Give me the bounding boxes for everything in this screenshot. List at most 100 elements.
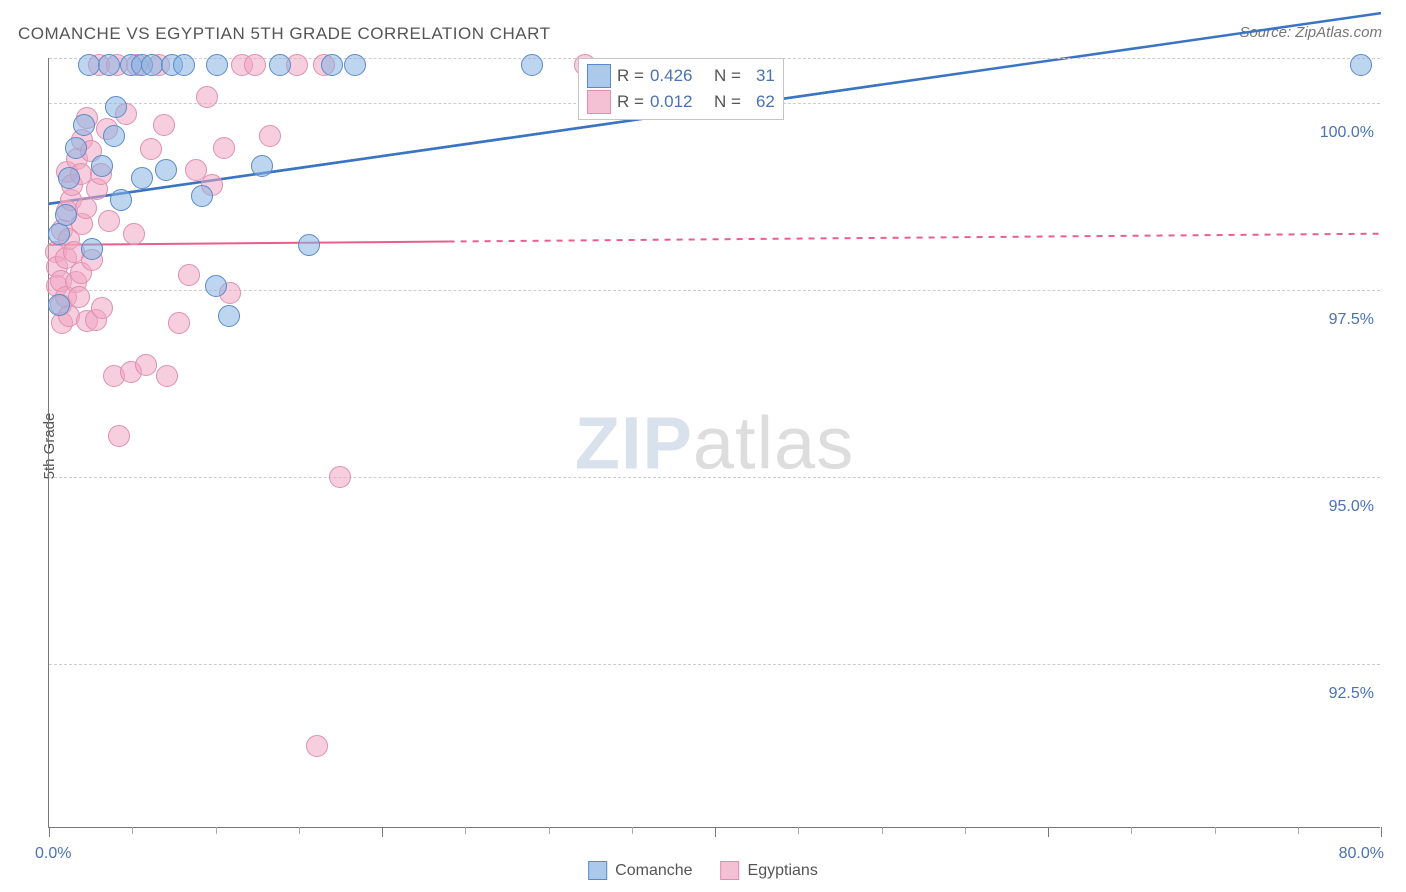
point-comanche <box>58 167 80 189</box>
point-comanche <box>105 96 127 118</box>
legend-item: Egyptians <box>721 861 818 880</box>
correlation-legend: R =0.426N =31R =0.012N =62 <box>578 58 784 120</box>
point-egyptians <box>196 86 218 108</box>
legend-r-value: 0.012 <box>650 89 708 115</box>
point-egyptians <box>153 114 175 136</box>
series-legend: Comanche Egyptians <box>588 861 818 880</box>
legend-r-value: 0.426 <box>650 63 708 89</box>
point-comanche <box>131 167 153 189</box>
point-comanche <box>191 185 213 207</box>
point-comanche <box>269 54 291 76</box>
x-tick-major <box>1381 827 1382 837</box>
legend-n-value: 31 <box>747 63 775 89</box>
legend-swatch-icon <box>588 861 607 880</box>
point-comanche <box>65 137 87 159</box>
point-comanche <box>173 54 195 76</box>
point-comanche <box>103 125 125 147</box>
point-egyptians <box>135 354 157 376</box>
point-comanche <box>78 54 100 76</box>
legend-series-label: Comanche <box>615 862 692 880</box>
trendline <box>49 242 449 245</box>
point-comanche <box>206 54 228 76</box>
point-comanche <box>344 54 366 76</box>
legend-row: R =0.012N =62 <box>587 89 775 115</box>
point-comanche <box>321 54 343 76</box>
x-tick-minor <box>216 827 217 834</box>
x-tick-minor <box>465 827 466 834</box>
legend-n-label: N = <box>714 63 741 89</box>
y-tick-label: 97.5% <box>1329 311 1384 329</box>
watermark: ZIPatlas <box>575 400 854 485</box>
watermark-atlas: atlas <box>693 401 854 484</box>
gridline-h <box>49 664 1380 665</box>
gridline-h <box>49 290 1380 291</box>
point-egyptians <box>306 735 328 757</box>
gridline-h <box>49 477 1380 478</box>
plot-area: ZIPatlas 0.0% 80.0% 92.5%95.0%97.5%100.0… <box>48 58 1380 828</box>
point-comanche <box>1350 54 1372 76</box>
chart-source: Source: ZipAtlas.com <box>1239 24 1382 41</box>
x-tick-minor <box>549 827 550 834</box>
legend-n-value: 62 <box>747 89 775 115</box>
point-comanche <box>298 234 320 256</box>
x-tick-minor <box>1215 827 1216 834</box>
point-egyptians <box>75 197 97 219</box>
x-tick-minor <box>798 827 799 834</box>
x-tick-minor <box>1298 827 1299 834</box>
x-tick-minor <box>299 827 300 834</box>
chart-title: COMANCHE VS EGYPTIAN 5TH GRADE CORRELATI… <box>18 24 551 44</box>
point-egyptians <box>108 425 130 447</box>
point-comanche <box>81 238 103 260</box>
legend-r-label: R = <box>617 63 644 89</box>
x-tick-major <box>382 827 383 837</box>
y-tick-label: 95.0% <box>1329 498 1384 516</box>
point-egyptians <box>140 138 162 160</box>
point-egyptians <box>259 125 281 147</box>
point-egyptians <box>123 223 145 245</box>
legend-row: R =0.426N =31 <box>587 63 775 89</box>
point-comanche <box>48 294 70 316</box>
point-comanche <box>48 223 70 245</box>
x-tick-minor <box>632 827 633 834</box>
x-tick-major <box>49 827 50 837</box>
point-comanche <box>110 189 132 211</box>
legend-n-label: N = <box>714 89 741 115</box>
point-comanche <box>141 54 163 76</box>
watermark-zip: ZIP <box>575 401 693 484</box>
point-comanche <box>98 54 120 76</box>
x-tick-major <box>1048 827 1049 837</box>
legend-swatch-icon <box>587 64 611 88</box>
point-comanche <box>251 155 273 177</box>
trendline <box>449 234 1381 242</box>
legend-swatch-icon <box>587 90 611 114</box>
x-tick-minor <box>965 827 966 834</box>
x-tick-major <box>715 827 716 837</box>
legend-series-label: Egyptians <box>748 862 818 880</box>
y-tick-label: 92.5% <box>1329 685 1384 703</box>
point-egyptians <box>91 297 113 319</box>
plot-svg <box>49 58 1380 827</box>
x-tick-minor <box>882 827 883 834</box>
x-tick-minor <box>1131 827 1132 834</box>
x-axis-max-label: 80.0% <box>1339 845 1384 863</box>
point-egyptians <box>329 466 351 488</box>
point-comanche <box>91 155 113 177</box>
point-comanche <box>73 114 95 136</box>
point-egyptians <box>244 54 266 76</box>
point-comanche <box>218 305 240 327</box>
x-tick-minor <box>132 827 133 834</box>
point-egyptians <box>68 286 90 308</box>
point-egyptians <box>168 312 190 334</box>
point-comanche <box>55 204 77 226</box>
y-tick-label: 100.0% <box>1320 124 1384 142</box>
point-comanche <box>205 275 227 297</box>
point-egyptians <box>213 137 235 159</box>
legend-r-label: R = <box>617 89 644 115</box>
point-comanche <box>155 159 177 181</box>
point-egyptians <box>98 210 120 232</box>
point-egyptians <box>178 264 200 286</box>
x-axis-min-label: 0.0% <box>35 845 71 863</box>
point-comanche <box>521 54 543 76</box>
legend-swatch-icon <box>721 861 740 880</box>
point-egyptians <box>156 365 178 387</box>
